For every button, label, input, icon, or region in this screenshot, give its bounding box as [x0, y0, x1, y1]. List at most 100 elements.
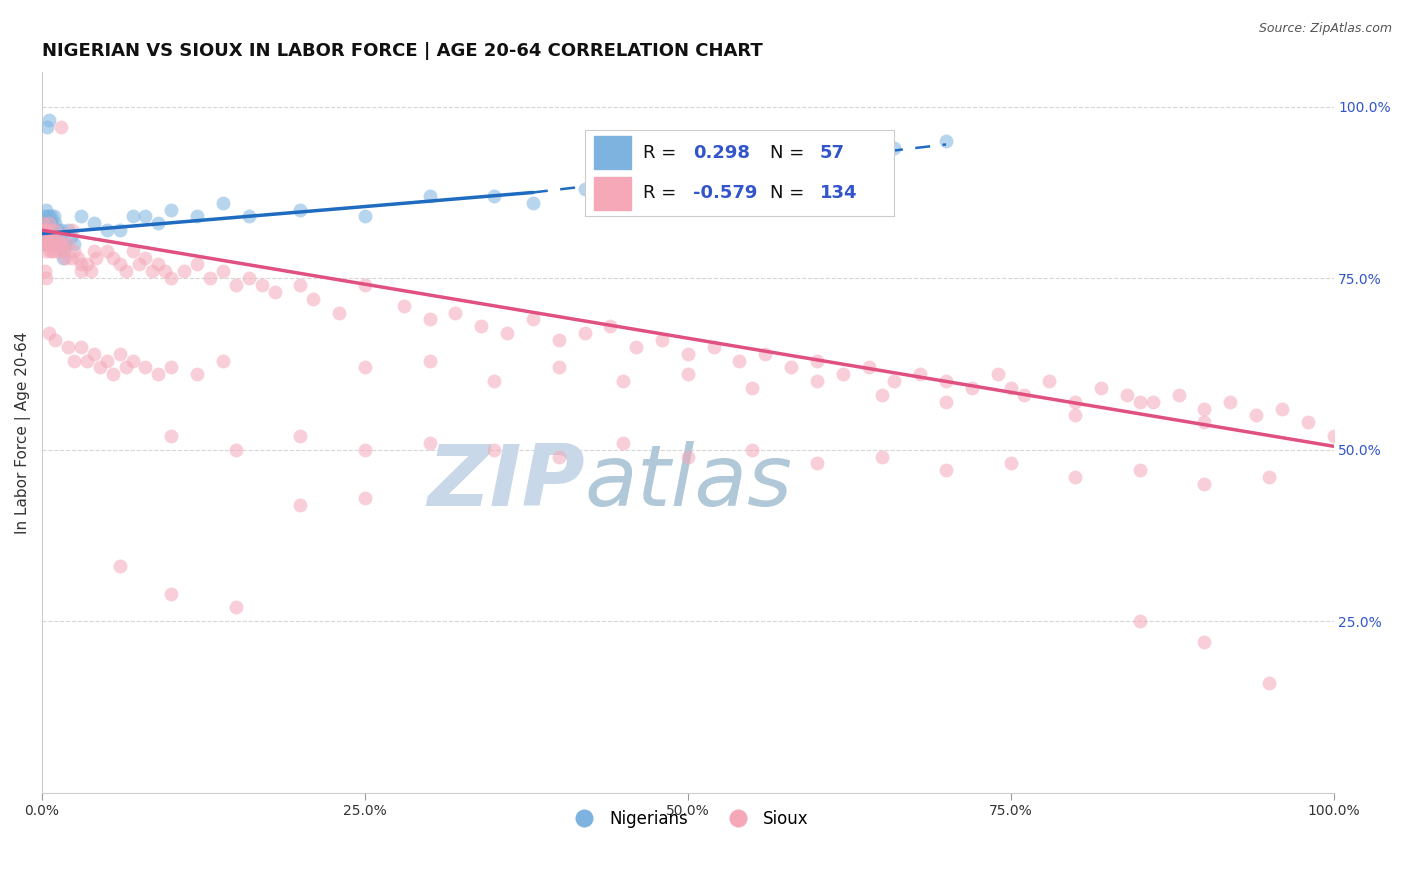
Point: [1219, 394, 1241, 409]
Point: [482, 374, 505, 388]
Point: [34, 216, 56, 230]
Point: [1194, 477, 1216, 491]
Text: atlas: atlas: [585, 442, 793, 524]
Point: [35, 244, 58, 258]
Point: [83, 216, 105, 230]
Point: [1038, 374, 1060, 388]
Point: [1167, 388, 1189, 402]
Point: [51, 120, 73, 135]
Point: [86, 251, 108, 265]
Point: [1129, 394, 1152, 409]
Point: [935, 394, 957, 409]
Point: [354, 210, 377, 224]
Point: [418, 189, 440, 203]
Point: [53, 244, 76, 258]
Point: [148, 216, 170, 230]
Point: [37, 216, 59, 230]
Point: [238, 271, 260, 285]
Point: [1000, 381, 1022, 395]
Point: [38, 210, 60, 224]
Point: [39, 223, 62, 237]
Point: [52, 251, 75, 265]
Point: [328, 305, 350, 319]
Point: [160, 202, 183, 217]
Point: [1129, 614, 1152, 628]
Point: [38, 230, 60, 244]
Point: [96, 353, 118, 368]
Point: [35, 236, 58, 251]
Point: [45, 236, 67, 251]
Point: [32, 223, 55, 237]
Point: [741, 381, 763, 395]
Point: [806, 353, 828, 368]
Point: [70, 264, 93, 278]
Point: [806, 182, 828, 196]
Point: [1142, 394, 1164, 409]
Point: [70, 340, 93, 354]
Point: [83, 346, 105, 360]
Point: [198, 271, 221, 285]
Point: [153, 264, 176, 278]
Point: [108, 559, 131, 574]
Point: [741, 442, 763, 457]
Point: [612, 374, 634, 388]
Point: [38, 216, 60, 230]
Point: [470, 319, 492, 334]
Point: [37, 120, 59, 135]
Point: [676, 346, 699, 360]
Point: [134, 360, 156, 375]
Point: [354, 278, 377, 293]
Point: [38, 113, 60, 128]
Point: [115, 264, 138, 278]
Point: [160, 360, 183, 375]
Point: [1064, 409, 1087, 423]
Point: [37, 223, 59, 237]
Point: [225, 600, 247, 615]
Point: [59, 251, 82, 265]
Point: [34, 264, 56, 278]
Point: [35, 271, 58, 285]
Point: [70, 258, 93, 272]
Point: [46, 230, 69, 244]
Point: [41, 216, 63, 230]
Point: [186, 258, 208, 272]
Point: [522, 195, 544, 210]
Point: [676, 368, 699, 382]
Point: [780, 360, 803, 375]
Point: [910, 368, 932, 382]
Point: [1258, 676, 1281, 690]
Point: [34, 223, 56, 237]
Point: [392, 299, 415, 313]
Point: [41, 244, 63, 258]
Point: [76, 353, 98, 368]
Point: [1322, 429, 1344, 443]
Point: [134, 210, 156, 224]
Point: [831, 368, 853, 382]
Point: [32, 216, 55, 230]
Point: [38, 216, 60, 230]
Point: [96, 244, 118, 258]
Point: [63, 353, 86, 368]
Point: [186, 210, 208, 224]
Point: [38, 236, 60, 251]
Point: [56, 223, 79, 237]
Point: [728, 353, 751, 368]
Point: [35, 223, 58, 237]
Point: [63, 244, 86, 258]
Point: [1064, 470, 1087, 484]
Point: [48, 230, 70, 244]
Text: Source: ZipAtlas.com: Source: ZipAtlas.com: [1258, 22, 1392, 36]
Point: [1115, 388, 1137, 402]
Point: [44, 236, 66, 251]
Point: [883, 374, 905, 388]
Point: [444, 305, 467, 319]
Point: [574, 326, 596, 340]
Point: [225, 278, 247, 293]
Point: [186, 368, 208, 382]
Point: [806, 457, 828, 471]
Point: [212, 264, 235, 278]
Point: [108, 258, 131, 272]
Point: [263, 285, 285, 299]
Point: [108, 346, 131, 360]
Point: [960, 381, 983, 395]
